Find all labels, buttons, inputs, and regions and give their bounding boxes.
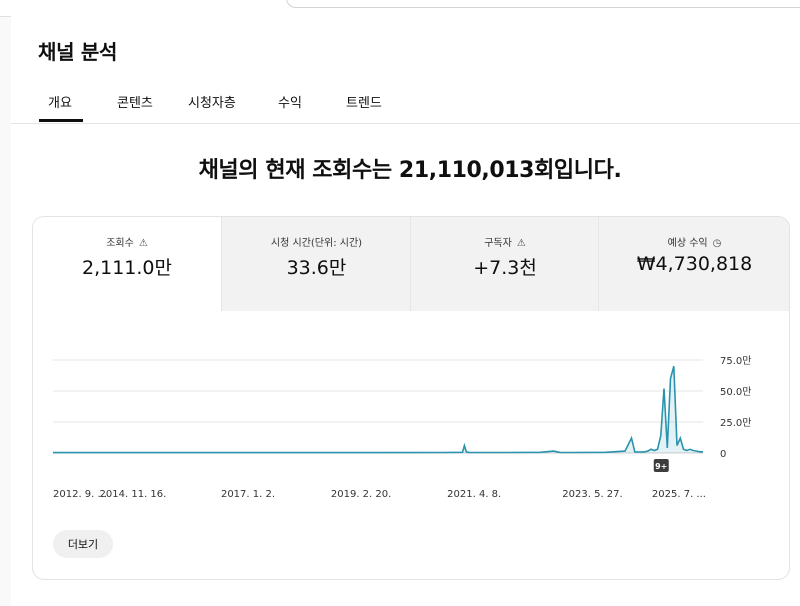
annotation-label: 9+ (655, 462, 667, 471)
warning-icon: ⚠ (516, 238, 526, 249)
x-tick-label: 2012. 9. ... (53, 489, 107, 500)
tab-content[interactable]: 콘텐츠 (117, 96, 153, 111)
tab-audience[interactable]: 시청자층 (188, 96, 236, 111)
metric-subscribers-value: +7.3천 (473, 257, 537, 279)
metric-watch-time[interactable]: 시청 시간(단위: 시간) 33.6만 (221, 217, 411, 311)
search-box-edge[interactable] (286, 0, 800, 8)
metric-watch-time-label: 시청 시간(단위: 시간) (270, 238, 363, 249)
clock-icon: ◷ (712, 238, 722, 249)
chart-area (53, 366, 703, 453)
tab-trends[interactable]: 트렌드 (346, 96, 382, 111)
tab-divider (11, 123, 800, 124)
top-bar (0, 0, 800, 17)
x-tick-label: 2019. 2. 20. (331, 489, 391, 500)
warning-icon: ⚠ (138, 238, 148, 249)
chart-line (53, 365, 703, 454)
more-button[interactable]: 더보기 (53, 530, 113, 558)
annotation-badge[interactable] (653, 459, 669, 472)
views-headline: 채널의 현재 조회수는 21,110,013회입니다. (198, 158, 622, 183)
x-tick-label: 2023. 5. 27. (562, 489, 622, 500)
x-tick-label: 2014. 11. 16. (100, 489, 167, 500)
metric-views[interactable]: 조회수 ⚠ 2,111.0만 (33, 217, 221, 311)
x-tick-label: 2025. 7. ... (652, 489, 706, 500)
y-tick-label: 0 (720, 449, 726, 460)
y-tick-label: 75.0만 (720, 355, 751, 367)
metric-subscribers-label: 구독자 (484, 238, 512, 249)
metric-revenue-value: ₩4,730,818 (636, 253, 753, 275)
metric-revenue-label: 예상 수익 (667, 238, 708, 249)
metric-subscribers[interactable]: 구독자 ⚠ +7.3천 (410, 217, 599, 311)
metric-revenue[interactable]: 예상 수익 ◷ ₩4,730,818 (598, 217, 789, 311)
tab-overview[interactable]: 개요 (39, 92, 83, 122)
x-tick-label: 2017. 1. 2. (221, 489, 275, 500)
y-tick-label: 25.0만 (720, 417, 751, 429)
page-title: 채널 분석 (38, 40, 118, 64)
tab-revenue[interactable]: 수익 (278, 96, 302, 111)
y-tick-label: 50.0만 (720, 386, 751, 398)
x-tick-label: 2021. 4. 8. (447, 489, 501, 500)
metric-views-value: 2,111.0만 (81, 257, 172, 279)
metrics-card: 조회수 ⚠ 2,111.0만 시청 시간(단위: 시간) 33.6만 구독자 ⚠ +… (32, 216, 790, 580)
metric-views-label: 조회수 (106, 238, 134, 249)
metric-watch-time-value: 33.6만 (286, 257, 347, 279)
views-line-chart[interactable]: 2012. 9. ...2014. 11. 16. 2017. 1. 2. 2019… (33, 217, 789, 517)
